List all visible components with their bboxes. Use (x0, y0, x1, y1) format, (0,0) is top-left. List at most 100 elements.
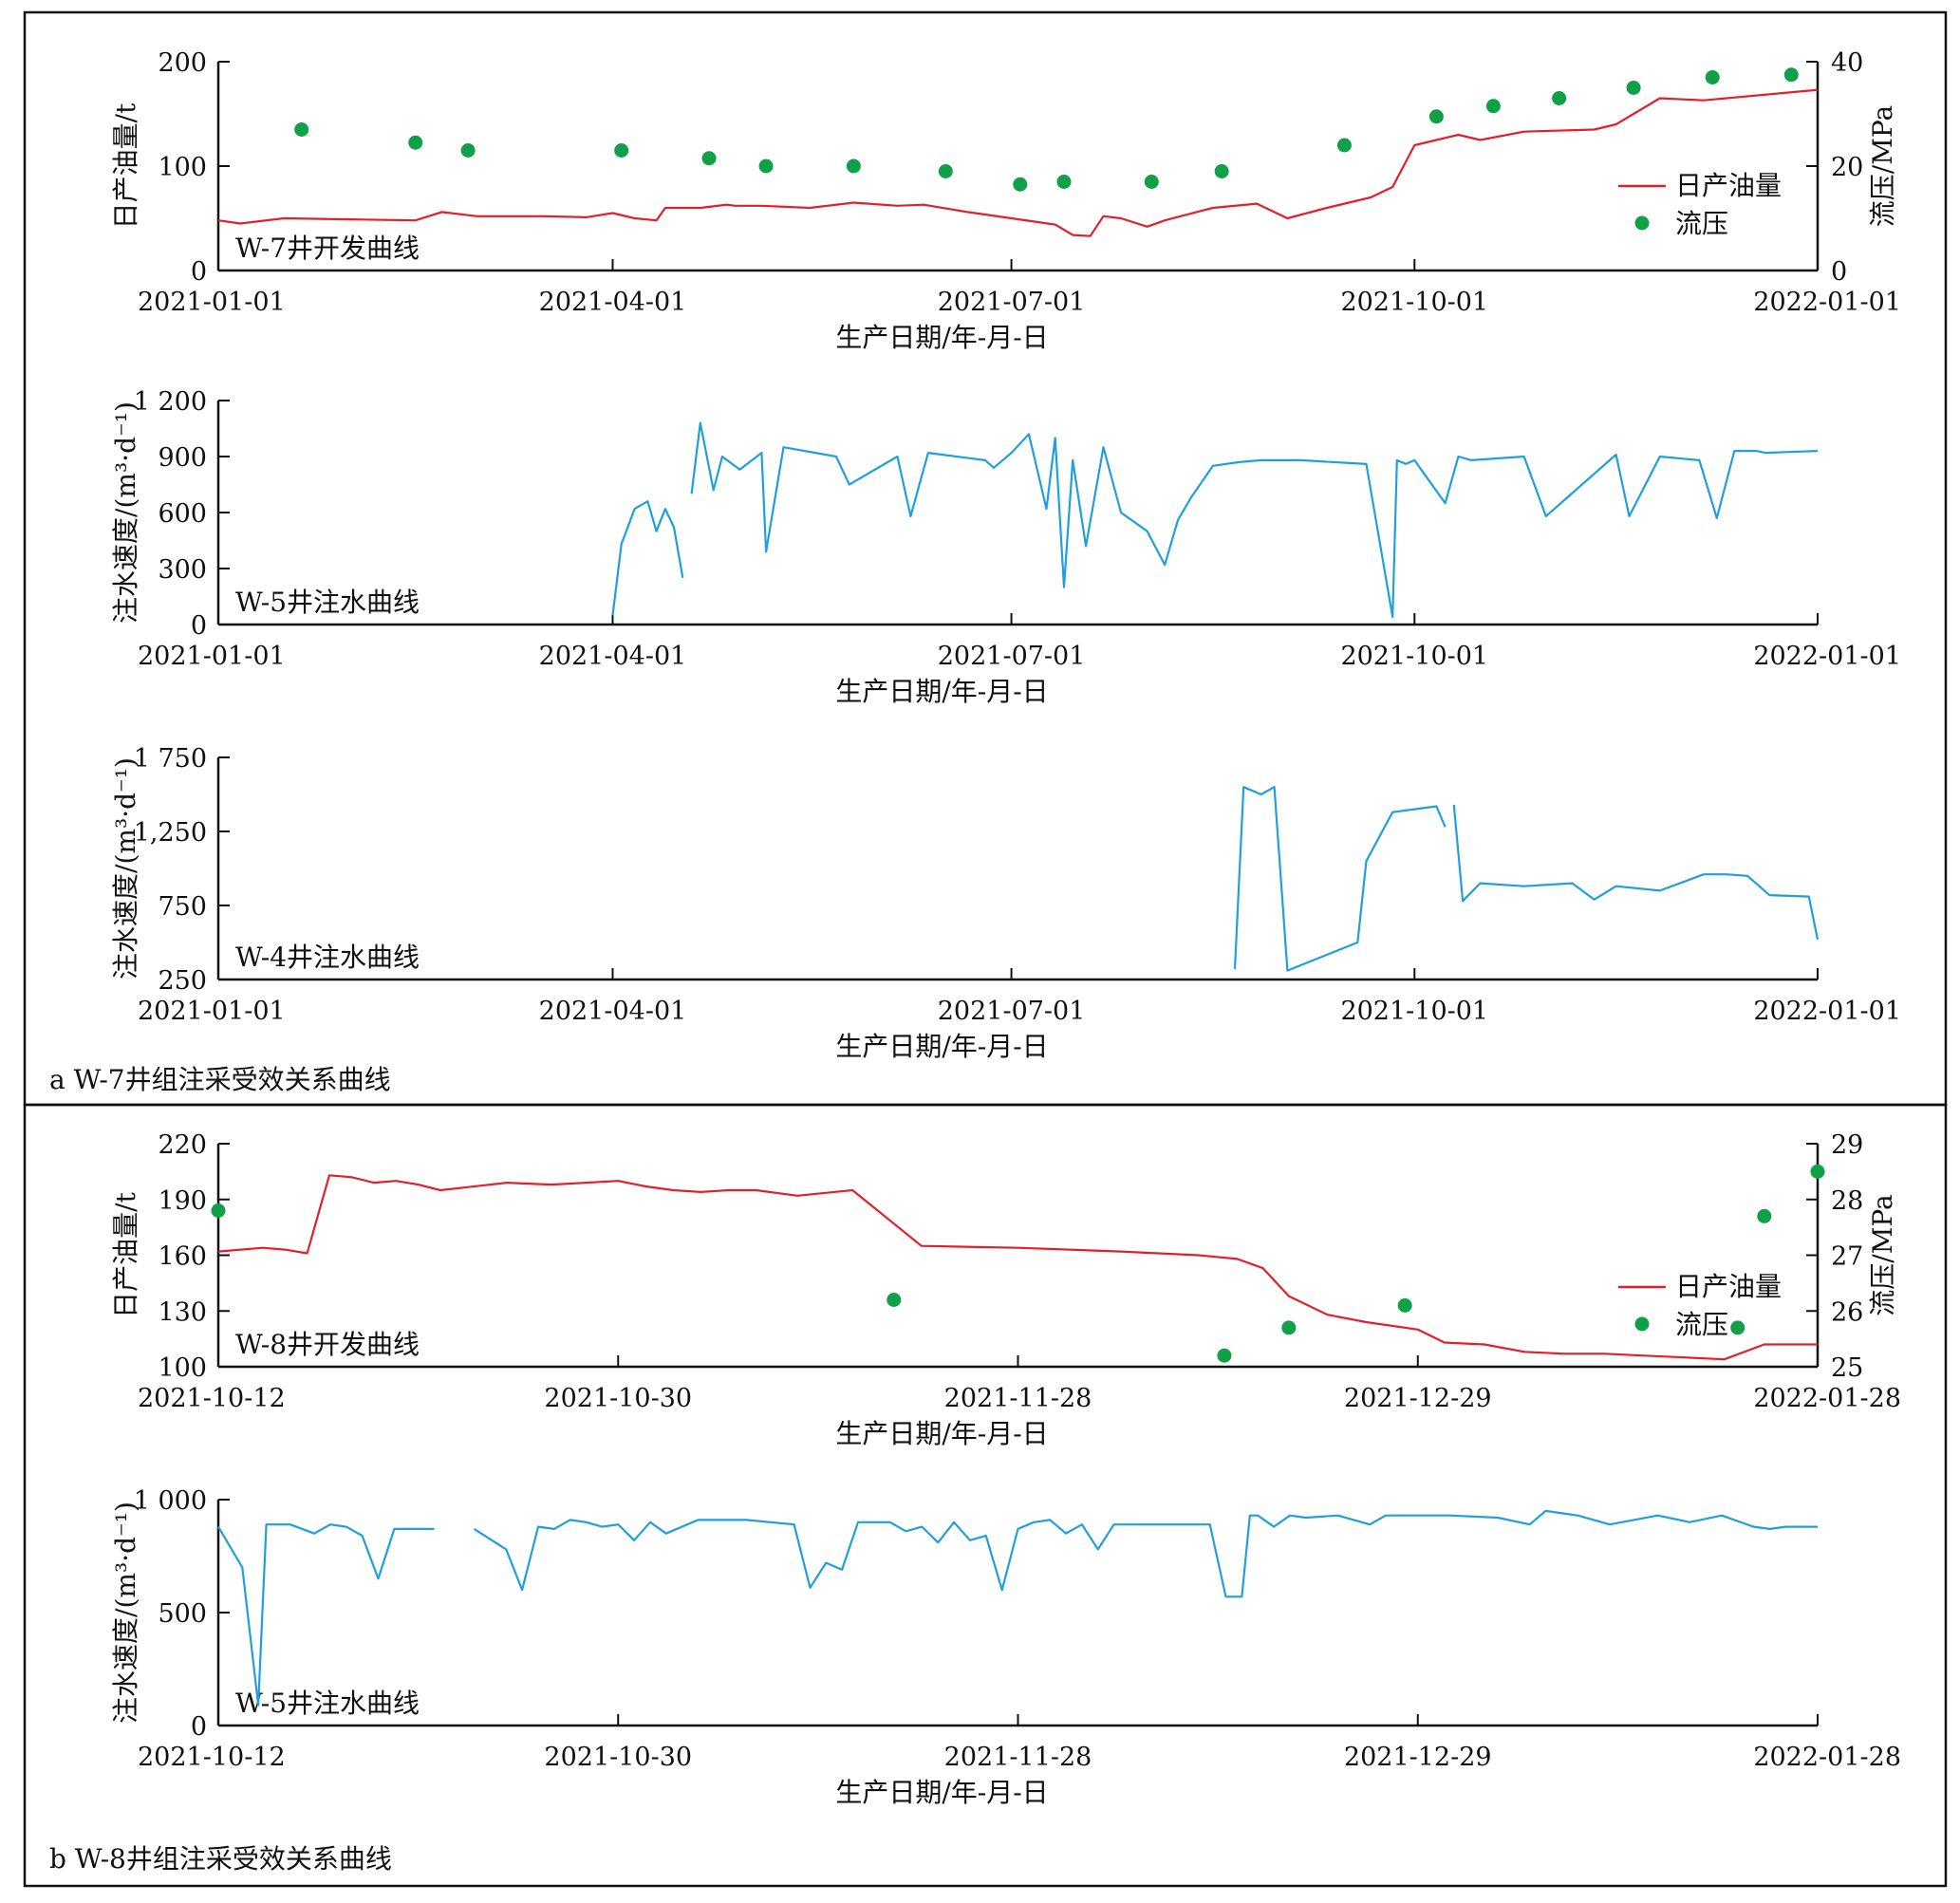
y-axis-label: 注水速度/(m³·d⁻¹) (110, 757, 141, 979)
pressure-point (1281, 1320, 1297, 1335)
x-axis-label: 生产日期/年-月-日 (835, 1031, 1048, 1062)
x-tick-label: 2021-12-29 (1344, 1743, 1492, 1772)
injection-rate-line (474, 1509, 1818, 1598)
pressure-point (1757, 1208, 1772, 1223)
section-b-caption: b W-8井组注采受效关系曲线 (49, 1843, 392, 1875)
y2-tick-label: 20 (1831, 153, 1863, 182)
pressure-point (294, 122, 309, 137)
pressure-point (1013, 177, 1028, 192)
x-tick-label: 2021-04-01 (539, 288, 687, 317)
pressure-point (1783, 67, 1799, 83)
x-axis-label: 生产日期/年-月-日 (835, 1418, 1048, 1449)
x-tick-label: 2021-10-01 (1340, 288, 1488, 317)
panel-title: W-5井注水曲线 (235, 587, 420, 618)
chart-b2: 2021-10-12 2021-10-30 2021-11-28 2021-12-29… (110, 1486, 1901, 1808)
x-tick-label: 2021-11-28 (944, 1743, 1092, 1772)
y-tick-label: 200 (158, 48, 207, 78)
legend-pressure-swatch (1634, 215, 1650, 231)
legend-pressure-swatch (1634, 1316, 1650, 1332)
panel-title: W-7井开发曲线 (235, 233, 420, 264)
y-tick-label: 300 (158, 555, 207, 585)
chart-a1: 2021-01-01 2021-04-01 2021-07-01 2021-10-01… (110, 48, 1901, 353)
x-tick-label: 2021-01-01 (138, 997, 286, 1026)
pressure-point (1397, 1297, 1412, 1313)
y-tick-label: 0 (191, 1712, 207, 1742)
y2-tick-label: 28 (1831, 1186, 1863, 1216)
pressure-point (1217, 1348, 1232, 1363)
x-tick-label: 2021-10-01 (1340, 997, 1488, 1026)
panel-title: W-5井注水曲线 (235, 1688, 420, 1719)
x-tick-label: 2022-01-28 (1753, 1743, 1901, 1772)
x-tick-label: 2022-01-01 (1753, 997, 1901, 1026)
y-axis-label: 注水速度/(m³·d⁻¹) (110, 1502, 141, 1724)
pressure-point (1485, 99, 1501, 114)
y-tick-label: 1 000 (134, 1486, 207, 1516)
pressure-point (408, 135, 423, 150)
y-tick-label: 500 (158, 1599, 207, 1629)
y2-tick-label: 26 (1831, 1297, 1863, 1327)
pressure-point (1705, 70, 1720, 84)
pressure-point (1214, 164, 1229, 178)
pressure-point (938, 164, 953, 178)
y-tick-label: 1 750 (134, 744, 207, 774)
y-axis-label: 注水速度/(m³·d⁻¹) (110, 401, 141, 624)
pressure-point (1144, 175, 1159, 189)
section-b-frame (23, 1103, 1948, 1888)
x-tick-label: 2021-10-12 (138, 1384, 286, 1413)
y-tick-label: 1 200 (134, 387, 207, 417)
y2-axis-label: 流压/MPa (1867, 105, 1898, 227)
pressure-point (887, 1293, 902, 1307)
x-tick-label: 2022-01-01 (1753, 642, 1901, 671)
y-tick-label: 0 (191, 611, 207, 641)
y-tick-label: 600 (158, 499, 207, 529)
pressure-point (211, 1203, 226, 1218)
chart-b1: 2021-10-12 2021-10-30 2021-11-28 2021-12-29… (110, 1130, 1901, 1449)
section-a-caption: a W-7井组注采受效关系曲线 (49, 1064, 391, 1095)
y-tick-label: 220 (158, 1130, 207, 1160)
injection-rate-line (1452, 804, 1820, 941)
y-tick-label: 900 (158, 443, 207, 473)
x-tick-label: 2021-11-28 (944, 1384, 1092, 1413)
oil-rate-line (217, 1174, 1818, 1361)
x-tick-label: 2021-10-30 (544, 1743, 692, 1772)
y-tick-label: 1,250 (134, 818, 207, 848)
x-tick-label: 2021-07-01 (938, 288, 1086, 317)
pressure-point (1810, 1164, 1825, 1179)
chart-a3: 2021-01-01 2021-04-01 2021-07-01 2021-10-01… (110, 744, 1901, 1062)
y2-tick-label: 0 (1831, 257, 1847, 287)
pressure-point (1428, 109, 1444, 124)
charts-layer: 2021-01-01 2021-04-01 2021-07-01 2021-10-01… (110, 48, 1901, 1808)
pressure-point (614, 143, 629, 158)
pressure-point (1336, 138, 1352, 153)
y-axis-label: 日产油量/t (110, 103, 141, 229)
y-tick-label: 100 (158, 153, 207, 182)
x-tick-label: 2021-12-29 (1344, 1384, 1492, 1413)
injection-rate-line (217, 1523, 435, 1707)
y-tick-label: 100 (158, 1353, 207, 1383)
x-tick-label: 2021-10-01 (1340, 642, 1488, 671)
y-tick-label: 160 (158, 1242, 207, 1272)
y-tick-label: 250 (158, 966, 207, 996)
x-tick-label: 2021-10-30 (544, 1384, 692, 1413)
y-tick-label: 750 (158, 892, 207, 922)
x-axis-label: 生产日期/年-月-日 (835, 676, 1048, 707)
panel-title: W-8井开发曲线 (235, 1329, 420, 1360)
pressure-point (460, 143, 476, 158)
chart-a2: 2021-01-01 2021-04-01 2021-07-01 2021-10-01… (110, 387, 1901, 707)
pressure-point (846, 159, 861, 174)
pressure-point (758, 159, 774, 174)
x-tick-label: 2021-04-01 (539, 997, 687, 1026)
y2-axis-label: 流压/MPa (1867, 1194, 1898, 1315)
x-tick-label: 2021-01-01 (138, 642, 286, 671)
y2-tick-label: 40 (1831, 48, 1863, 78)
x-tick-label: 2021-01-01 (138, 288, 286, 317)
legend-oil-label: 日产油量 (1675, 170, 1782, 201)
injection-rate-line (611, 500, 684, 616)
pressure-point (701, 151, 717, 166)
y2-tick-label: 25 (1831, 1353, 1863, 1383)
x-axis-label: 生产日期/年-月-日 (835, 1777, 1048, 1808)
injection-rate-line (1233, 786, 1447, 972)
y-axis-label: 日产油量/t (110, 1191, 141, 1317)
